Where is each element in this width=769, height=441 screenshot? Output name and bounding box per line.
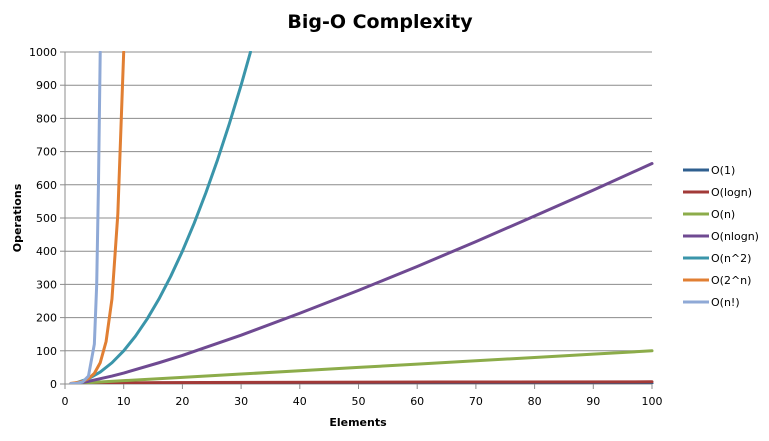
gridlines [65,51,652,352]
x-tick-label: 50 [352,395,366,408]
y-tick-label: 300 [36,278,57,291]
legend-label-o-logn: O(logn) [711,186,752,199]
legend-label-o-nlogn: O(nlogn) [711,230,759,243]
x-tick-label: 40 [293,395,307,408]
y-tick-label: 900 [36,79,57,92]
y-tick-label: 500 [36,212,57,225]
series-line-o-n [69,349,654,384]
series-line-o-n-2 [69,51,252,384]
x-tick-label: 0 [62,395,69,408]
x-axis-title: Elements [329,416,387,429]
x-tick-labels: 0 10 20 30 40 50 60 70 80 90 100 [62,395,663,408]
x-tick-label: 20 [175,395,189,408]
legend-label-o-n-2: O(n^2) [711,252,751,265]
y-tick-labels: 0 100 200 300 400 500 600 700 800 900 1000 [29,46,57,391]
y-tick-label: 0 [50,378,57,391]
legend: O(1) O(logn) O(n) O(nlogn) O(n^2) O(2^n) O(n!) [683,164,759,309]
x-tick-label: 30 [234,395,248,408]
legend-label-o-1: O(1) [711,164,735,177]
y-tick-label: 400 [36,245,57,258]
chart-title: Big-O Complexity [287,11,473,33]
legend-label-o-2-n: O(2^n) [711,274,751,287]
x-tick-label: 70 [469,395,483,408]
x-tick-label: 60 [410,395,424,408]
y-tick-label: 1000 [29,46,57,59]
y-tick-label: 600 [36,179,57,192]
x-tick-label: 100 [642,395,663,408]
x-tick-label: 10 [117,395,131,408]
axes [60,51,653,389]
y-tick-label: 100 [36,345,57,358]
y-tick-label: 800 [36,112,57,125]
y-tick-label: 200 [36,312,57,325]
series-line-o-n [69,51,102,384]
series-line-o-nlogn [69,162,654,384]
legend-label-o-n: O(n!) [711,296,740,309]
y-tick-label: 700 [36,146,57,159]
y-axis-title: Operations [11,183,24,252]
x-tick-label: 80 [528,395,542,408]
x-tick-label: 90 [586,395,600,408]
series-lines [69,51,654,384]
legend-label-o-n: O(n) [711,208,735,221]
